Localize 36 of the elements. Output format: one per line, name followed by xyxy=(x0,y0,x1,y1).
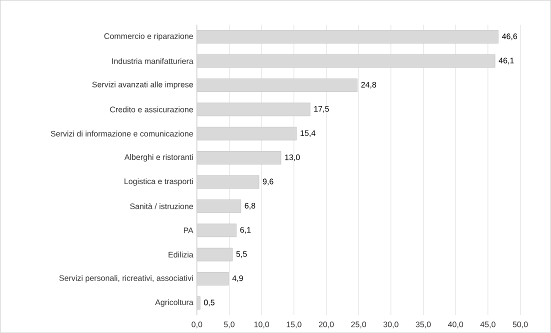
data-label: 24,8 xyxy=(361,82,376,89)
y-tick-label: Commercio e riparazione xyxy=(104,33,193,41)
y-tick-label: Servizi avanzati alle imprese xyxy=(92,82,193,90)
data-label: 46,1 xyxy=(498,58,514,64)
y-tick-label: Credito e assicurazione xyxy=(110,106,193,112)
y-tick-label: Agricoltura xyxy=(155,299,194,307)
x-tick-label: 25,0 xyxy=(351,322,366,328)
x-tick-label: 15,0 xyxy=(286,322,302,328)
data-label: 9,6 xyxy=(262,178,274,186)
data-label: 13,0 xyxy=(285,154,300,162)
data-label: 0,5 xyxy=(204,300,214,306)
data-label: 4,9 xyxy=(232,276,243,282)
y-tick-label: Servizi di informazione e comunicazione xyxy=(50,130,193,137)
data-label: 5,5 xyxy=(236,251,247,258)
x-tick-label: 50,0 xyxy=(512,322,528,328)
y-tick-label: Logistica e trasporti xyxy=(124,178,193,186)
x-tick-label: 20,0 xyxy=(318,322,334,328)
y-tick-label: PA xyxy=(184,228,194,234)
bar xyxy=(196,296,200,310)
data-label: 17,5 xyxy=(314,106,329,113)
y-tick-label: Sanità / istruzione xyxy=(130,203,194,210)
data-label: 15,4 xyxy=(300,130,316,137)
y-tick-label: Servizi personali, ricreativi, associativi xyxy=(59,275,193,283)
x-tick-label: 10,0 xyxy=(254,322,270,328)
data-label: 46,6 xyxy=(502,34,518,40)
x-tick-label: 35,0 xyxy=(416,322,431,328)
x-tick-label: 45,0 xyxy=(480,322,496,328)
x-tick-label: 40,0 xyxy=(448,322,464,328)
y-tick-label: Industria manifatturiera xyxy=(112,58,194,64)
x-tick-label: 5,0 xyxy=(224,322,235,328)
data-label: 6,8 xyxy=(244,202,256,210)
y-tick-label: Alberghi e ristoranti xyxy=(124,154,193,162)
data-label: 6,1 xyxy=(240,227,251,234)
x-tick-label: 0,0 xyxy=(192,322,202,328)
x-tick-label: 30,0 xyxy=(383,322,398,328)
y-tick-label: Edilizia xyxy=(168,252,194,258)
